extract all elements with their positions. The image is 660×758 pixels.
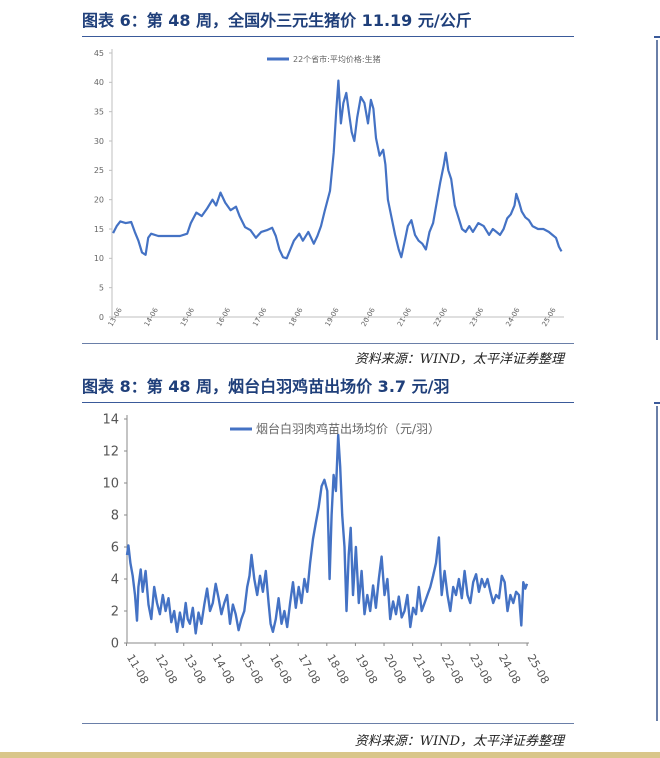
y-tick-label: 10 (102, 477, 119, 492)
figure-pig-price: 图表 6：第 48 周，全国外三元生猪价 11.19 元/公斤 0 5 10 15 20… (82, 0, 574, 370)
y-tick-label: 15 (94, 225, 104, 234)
y-tick-label: 30 (94, 137, 104, 146)
series-line (125, 433, 529, 635)
adjacent-panel-edge (656, 406, 658, 721)
page-footer-bar (0, 752, 660, 758)
y-tick-label: 40 (94, 78, 104, 87)
adjacent-panel-edge (656, 40, 658, 340)
x-tick-label: 21-08 (410, 652, 437, 686)
y-tick-label: 6 (111, 541, 119, 556)
chart-container: 0 2 4 6 8 10 12 14 11-08 12-08 13-08 14-08 15-08 16-0… (82, 405, 574, 724)
y-tick-label: 20 (94, 195, 104, 204)
x-tick-label: 16-08 (267, 652, 294, 686)
y-tick-label: 2 (111, 605, 119, 620)
x-tick-label: 14-08 (210, 652, 237, 686)
x-tick-label: 22-08 (439, 652, 466, 686)
source-note: 资料来源：WIND，太平洋证券整理 (354, 352, 564, 367)
y-tick-label: 5 (99, 283, 104, 292)
y-tick-label: 0 (111, 637, 119, 652)
x-tick-label: 19-08 (353, 652, 380, 686)
x-tick-label: 23-08 (467, 652, 494, 686)
y-tick-label: 25 (94, 166, 104, 175)
y-tick-label: 12 (102, 445, 119, 460)
y-tick-label: 35 (94, 107, 104, 116)
adjacent-panel-edge (654, 402, 660, 404)
chick-price-line-chart: 0 2 4 6 8 10 12 14 11-08 12-08 13-08 14-08 15-08 16-0… (102, 413, 551, 687)
y-tick-label: 4 (111, 573, 119, 588)
x-tick-label: 25-08 (524, 652, 551, 686)
adjacent-panel-edge (654, 36, 660, 38)
x-tick-label: 12-08 (153, 652, 180, 686)
x-tick-label: 18-08 (324, 652, 351, 686)
series-line (112, 79, 563, 260)
x-tick-label: 24-08 (496, 652, 523, 686)
y-tick-label: 10 (94, 254, 104, 263)
legend-label: 22个省市:平均价格:生猪 (293, 54, 381, 64)
x-tick-label: 15-08 (238, 652, 265, 686)
x-tick-label: 11-08 (124, 652, 151, 686)
legend-label: 烟台白羽肉鸡苗出场均价（元/羽） (256, 421, 440, 436)
y-tick-label: 8 (111, 509, 119, 524)
x-tick-label: 20-08 (381, 652, 408, 686)
y-tick-label: 45 (94, 49, 104, 58)
figure-chick-price: 图表 8：第 48 周，烟台白羽鸡苗出场价 3.7 元/羽 0 2 4 6 8 10 12 1… (82, 370, 574, 758)
y-tick-label: 14 (102, 413, 119, 428)
figure-title: 图表 6：第 48 周，全国外三元生猪价 11.19 元/公斤 (82, 6, 574, 37)
figure-title: 图表 8：第 48 周，烟台白羽鸡苗出场价 3.7 元/羽 (82, 372, 574, 403)
x-tick-label: 17-08 (296, 652, 323, 686)
chart-container: 0 5 10 15 20 25 30 35 40 45 13-06 14-06 15-06 16-06 17… (82, 39, 574, 344)
y-tick-label: 0 (99, 313, 104, 322)
x-tick-label: 13-08 (181, 652, 208, 686)
source-note: 资料来源：WIND，太平洋证券整理 (354, 734, 564, 749)
